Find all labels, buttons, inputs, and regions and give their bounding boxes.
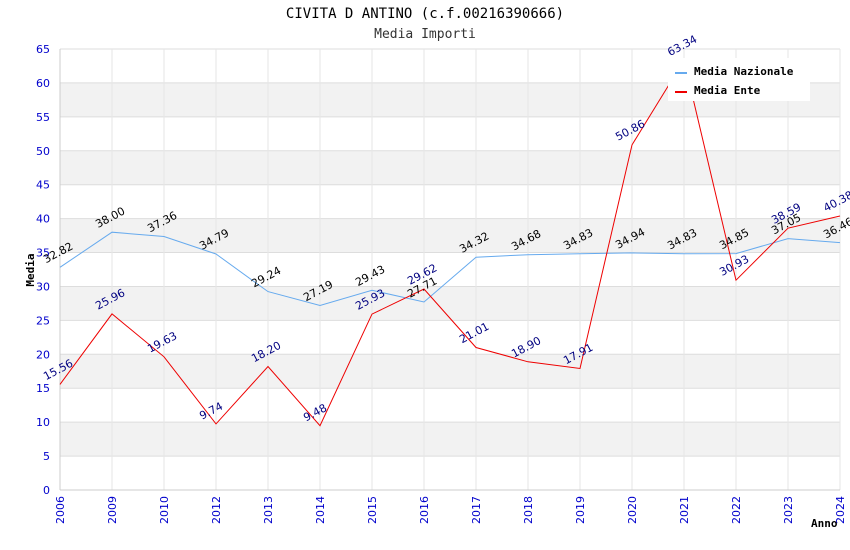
y-tick-label: 20	[36, 348, 50, 361]
x-tick-label: 2013	[262, 496, 275, 524]
x-tick-label: 2019	[574, 496, 587, 524]
series-line	[59, 231, 841, 307]
data-label: 50.86	[613, 117, 647, 143]
data-label: 63.34	[665, 33, 699, 59]
plot-band	[60, 354, 840, 389]
x-tick-label: 2006	[54, 496, 67, 524]
legend: Media Nazionale Media Ente	[668, 58, 810, 101]
plot-band	[60, 218, 840, 253]
plot-band	[60, 150, 840, 185]
series-lines	[59, 59, 841, 427]
data-label: 40.38	[821, 188, 850, 214]
legend-label: Media Nazionale	[694, 65, 794, 78]
y-tick-label: 25	[36, 314, 50, 327]
x-tick-label: 2014	[314, 496, 327, 524]
x-tick-label: 2021	[678, 496, 691, 524]
series-line	[59, 59, 841, 427]
x-tick-label: 2010	[158, 496, 171, 524]
x-tick-label: 2009	[106, 496, 119, 524]
x-tick-label: 2020	[626, 496, 639, 524]
x-tick-label: 2018	[522, 496, 535, 524]
x-tick-labels: 2006 2009 2010 2012 2013 2014 2015 2016 2017 2018…	[54, 496, 847, 524]
x-tick-label: 2017	[470, 496, 483, 524]
x-tick-label: 2012	[210, 496, 223, 524]
x-tick-label: 2023	[782, 496, 795, 524]
chart-subtitle: Media Importi	[374, 27, 476, 42]
data-label: 19.63	[145, 329, 179, 355]
x-tick-label: 2024	[834, 496, 847, 524]
plot-band	[60, 286, 840, 321]
x-tick-label: 2016	[418, 496, 431, 524]
data-label: 29.43	[353, 263, 387, 289]
y-tick-label: 0	[43, 484, 50, 497]
plot-band	[60, 422, 840, 457]
y-tick-label: 50	[36, 145, 50, 158]
y-tick-label: 45	[36, 179, 50, 192]
y-axis-label: Media	[24, 253, 37, 286]
y-tick-label: 60	[36, 77, 50, 90]
y-tick-label: 30	[36, 280, 50, 293]
x-tick-label: 2015	[366, 496, 379, 524]
x-tick-label: 2022	[730, 496, 743, 524]
y-tick-label: 35	[36, 247, 50, 260]
y-tick-label: 40	[36, 213, 50, 226]
chart-title: CIVITA D ANTINO (c.f.00216390666)	[285, 6, 565, 22]
y-tick-label: 5	[43, 450, 50, 463]
axes	[59, 49, 840, 491]
y-tick-label: 55	[36, 111, 50, 124]
x-axis-label: Anno	[811, 517, 838, 530]
y-tick-label: 65	[36, 43, 50, 56]
data-label: 21.01	[457, 320, 491, 346]
legend-box	[668, 58, 810, 101]
y-tick-label: 15	[36, 382, 50, 395]
data-label: 32.82	[41, 240, 75, 266]
legend-label: Media Ente	[694, 84, 761, 97]
y-tick-label: 10	[36, 416, 50, 429]
plot-bands	[60, 82, 840, 457]
y-tick-labels: 0 5 10 15 20 25 30 35 40 45 50 55 60 65	[36, 43, 50, 497]
